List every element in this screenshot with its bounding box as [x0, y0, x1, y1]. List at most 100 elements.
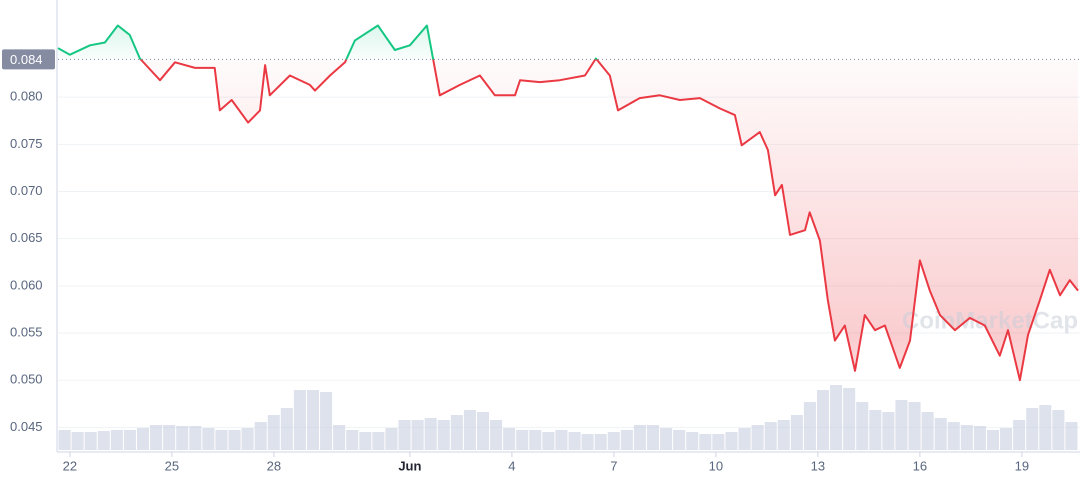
volume-bar	[150, 425, 163, 450]
volume-bar	[934, 418, 947, 450]
volume-bar	[568, 432, 581, 450]
volume-bar	[228, 430, 241, 450]
volume-bar	[699, 434, 712, 450]
volume-bar	[660, 428, 673, 450]
baseline-label: 0.084	[10, 52, 43, 67]
volume-bar	[372, 432, 385, 450]
volume-bar	[947, 422, 960, 450]
volume-bar	[333, 425, 346, 450]
y-tick-label: 0.055	[10, 324, 43, 339]
volume-bar	[908, 402, 921, 450]
volume-bar	[516, 430, 529, 450]
volume-bar	[542, 432, 555, 450]
volume-bar	[1026, 408, 1039, 450]
volume-bar	[830, 385, 843, 450]
volume-bar	[1065, 422, 1078, 450]
x-tick-label: 28	[267, 458, 281, 473]
volume-bar	[594, 434, 607, 450]
volume-bar	[895, 400, 908, 450]
volume-bar	[751, 425, 764, 450]
y-tick-label: 0.065	[10, 230, 43, 245]
volume-bar	[71, 432, 84, 450]
volume-bar	[921, 412, 934, 450]
volume-bar	[673, 430, 686, 450]
volume-bar	[816, 390, 830, 450]
volume-bar	[725, 432, 738, 450]
volume-bar	[607, 432, 620, 450]
volume-bar	[973, 426, 986, 450]
volume-bar	[738, 428, 751, 450]
volume-bar	[241, 428, 254, 450]
volume-bar	[986, 430, 1000, 450]
y-tick-label: 0.060	[10, 277, 43, 292]
volume-bar	[882, 412, 895, 450]
volume-bar	[869, 410, 882, 450]
volume-bar	[110, 430, 123, 450]
volume-bar	[1052, 410, 1065, 450]
volume-bar	[293, 390, 306, 450]
volume-bar	[346, 430, 359, 450]
volume-bar	[790, 415, 803, 450]
x-tick-label: 10	[709, 458, 723, 473]
volume-bar	[1039, 405, 1052, 450]
volume-bar	[215, 430, 228, 450]
volume-bar	[476, 412, 490, 450]
volume-bar	[189, 426, 202, 450]
x-tick-label: 19	[1015, 458, 1029, 473]
volume-bar	[686, 432, 699, 450]
volume-bar	[777, 420, 790, 450]
volume-bar	[320, 392, 333, 450]
x-tick-label: 13	[811, 458, 825, 473]
volume-bar	[280, 408, 293, 450]
volume-bar	[398, 420, 411, 450]
x-tick-label: 22	[63, 458, 77, 473]
volume-bar	[123, 430, 136, 450]
y-tick-label: 0.070	[10, 183, 43, 198]
volume-bar	[359, 432, 372, 450]
volume-bar	[803, 402, 816, 450]
volume-bar	[555, 430, 568, 450]
volume-bar	[503, 428, 516, 450]
volume-bar	[58, 430, 71, 450]
watermark: CoinMarketCap	[902, 307, 1078, 334]
price-line	[57, 24, 1079, 382]
volume-bar	[136, 428, 150, 450]
x-tick-label: Jun	[398, 458, 421, 473]
volume-bar	[581, 434, 594, 450]
volume-bar	[490, 420, 503, 450]
volume-bar	[1000, 428, 1013, 450]
y-tick-label: 0.050	[10, 372, 43, 387]
volume-bar	[620, 430, 633, 450]
volume-bar	[202, 428, 215, 450]
price-area	[58, 25, 1078, 381]
volume-bar	[960, 425, 973, 450]
volume-bar	[843, 388, 856, 450]
volume-bar	[856, 402, 869, 450]
x-tick-label: 16	[913, 458, 927, 473]
volume-bar	[267, 415, 280, 450]
volume-bar	[633, 425, 646, 450]
x-tick-label: 25	[165, 458, 179, 473]
volume-bar	[1013, 420, 1026, 450]
volume-bar	[84, 432, 97, 450]
volume-bar	[712, 434, 725, 450]
volume-bar	[450, 415, 463, 450]
x-tick-label: 4	[508, 458, 515, 473]
y-tick-label: 0.075	[10, 136, 43, 151]
x-tick-label: 7	[610, 458, 617, 473]
volume-bar	[385, 428, 398, 450]
volume-bar	[411, 420, 424, 450]
volume-bar	[306, 390, 320, 450]
volume-bar	[463, 410, 476, 450]
volume-bar	[764, 422, 777, 450]
volume-bar	[437, 420, 450, 450]
volume-bar	[176, 426, 189, 450]
volume-bar	[254, 422, 267, 450]
y-tick-label: 0.045	[10, 419, 43, 434]
volume-bar	[97, 431, 110, 450]
baseline-tag	[2, 49, 55, 70]
volume-bar	[163, 425, 176, 450]
volume-bar	[424, 418, 437, 450]
volume-bar	[529, 430, 542, 450]
